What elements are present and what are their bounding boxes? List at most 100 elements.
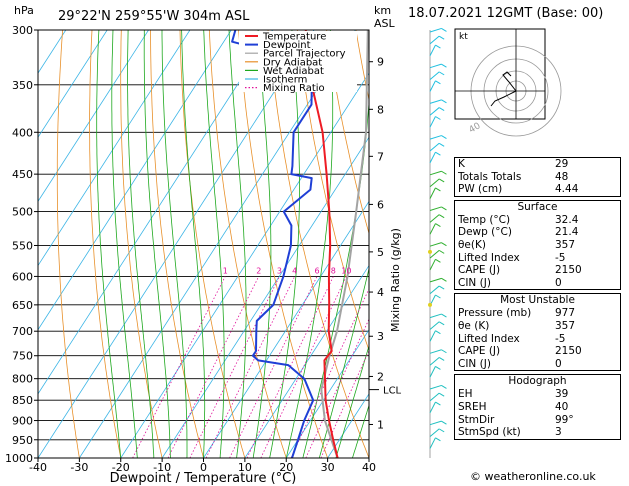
legend-entry: Mixing Ratio: [263, 83, 325, 94]
mixing-ratio-label: 8: [331, 266, 336, 275]
wind-barb-flag: [441, 242, 447, 247]
hodo-value: 3: [555, 426, 562, 439]
legend-entry: Dewpoint: [263, 40, 311, 51]
wet-adiabat: [143, 30, 171, 458]
wind-barb-flag: [438, 178, 445, 183]
isotherm: [38, 30, 274, 395]
dry-adiabat: [296, 30, 369, 352]
hodograph-table-box: Hodograph EH 39 SREH 40 StmDir 99° StmSpd (…: [454, 374, 621, 440]
copyright-label: © weatheronline.co.uk: [470, 470, 596, 483]
pressure-tick-label: 750: [12, 350, 33, 363]
temperature-tick-label: -40: [29, 461, 47, 474]
surface-key: Temp (°C): [458, 213, 511, 226]
isotherm: [161, 136, 369, 458]
wind-barb-flag: [435, 294, 441, 299]
hodograph-ring-label: 40: [468, 121, 483, 136]
background-lines: [38, 30, 369, 458]
wind-barb: [429, 187, 436, 199]
wind-barb: [429, 313, 442, 319]
hodo-key: StmSpd (kt): [458, 426, 521, 439]
temperature-tick-label: -20: [112, 461, 130, 474]
wind-barb-flag: [441, 349, 447, 354]
mixing-ratio-line: [132, 276, 226, 458]
wind-barb: [429, 170, 442, 176]
wind-barb: [429, 428, 440, 437]
hodo-key: SREH: [458, 400, 487, 413]
wind-barb: [429, 259, 436, 271]
location-label: 29°22'N 259°55'W 304m ASL: [58, 9, 250, 24]
hodo-key: EH: [458, 388, 473, 401]
wind-barb-flag: [441, 63, 447, 68]
wind-barb: [429, 392, 440, 402]
temperature-line: [304, 30, 339, 458]
dry-adiabat: [238, 30, 328, 458]
mixing-ratio-label: 2: [256, 266, 261, 275]
index-key: Totals Totals: [458, 170, 522, 183]
wet-adiabat: [127, 30, 155, 458]
wind-barb: [429, 214, 440, 223]
temperature-tick-label: 40: [362, 461, 376, 474]
wind-barb-flag: [441, 28, 447, 32]
wind-barbs: [428, 27, 447, 458]
wind-barb-flag: [435, 330, 441, 335]
isotherm: [38, 30, 191, 267]
mu-value: -5: [555, 332, 566, 345]
mixing-ratio-axis-label: Mixing Ratio (g/kg): [389, 228, 402, 332]
wind-barb-flag: [435, 437, 441, 442]
km-tick-label: 5: [377, 246, 384, 259]
mixing-ratio-line: [246, 276, 334, 458]
mu-value: 2150: [555, 345, 582, 358]
barb-marker: [428, 249, 432, 254]
wind-barb: [429, 349, 442, 354]
surface-key: θe(K): [458, 238, 486, 251]
legend-entry: Dry Adiabat: [263, 57, 322, 68]
wind-barb-flag: [438, 285, 445, 290]
surface-box: Surface Temp (°C) 32.4 Dewp (°C) 21.4 θe(K…: [454, 199, 621, 291]
temperature-tick-label: 10: [238, 461, 252, 474]
mixing-ratio-line: [290, 287, 369, 458]
wind-barb: [429, 63, 442, 69]
pressure-tick-label: 900: [12, 415, 33, 428]
pressure-tick-label: 400: [12, 126, 33, 139]
index-key: K: [458, 158, 465, 170]
dry-adiabat: [267, 30, 369, 458]
indices-box: K 29 Totals Totals 48 PW (cm) 4.44: [454, 157, 621, 197]
wind-barb-flag: [435, 116, 441, 120]
wind-barb-flag: [435, 223, 441, 228]
wind-barb-flag: [435, 365, 441, 370]
mixing-ratio-line: [229, 276, 318, 458]
wet-adiabat: [228, 30, 247, 458]
km-tick-label: 3: [377, 330, 384, 343]
wind-barb: [429, 420, 442, 426]
pressure-tick-label: 800: [12, 373, 33, 386]
km-tick-label: 4: [377, 286, 384, 299]
index-value: 48: [555, 170, 569, 183]
legend-entry: Temperature: [262, 32, 326, 43]
mixing-ratio-line: [260, 276, 347, 458]
wind-barb-flag: [438, 107, 445, 111]
temperature-tick-label: 20: [279, 461, 293, 474]
isotherm: [244, 264, 369, 458]
wind-barb-flag: [435, 401, 441, 406]
surface-value: -5: [555, 251, 566, 264]
dry-adiabat: [89, 30, 122, 458]
pressure-tick-label: 450: [12, 168, 33, 181]
index-row: K 29: [455, 158, 620, 171]
pressure-tick-label: 950: [12, 434, 33, 447]
wind-barb: [429, 384, 442, 390]
mu-value: 977: [555, 307, 576, 320]
mixing-ratio-line: [167, 276, 260, 458]
wet-adiabat: [203, 30, 225, 458]
isotherm: [285, 328, 369, 458]
wet-adiabat: [319, 266, 369, 458]
wet-adiabat: [285, 30, 334, 458]
wind-barb-flag: [441, 170, 447, 175]
barb-marker: [428, 302, 432, 307]
pressure-tick-label: 550: [12, 239, 33, 252]
wind-barb-flag: [438, 142, 445, 147]
surface-key: CIN (J): [458, 276, 491, 289]
wet-adiabat: [269, 30, 300, 458]
index-value: 4.44: [555, 183, 579, 196]
surface-value: 0: [555, 276, 562, 289]
